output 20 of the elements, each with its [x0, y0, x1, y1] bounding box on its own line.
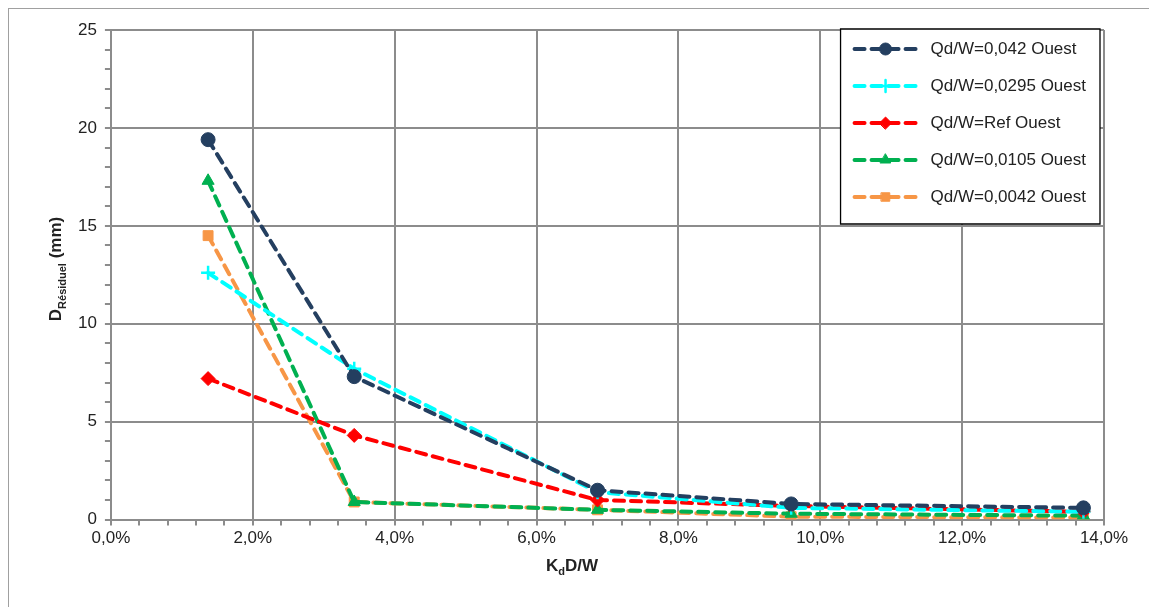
y-tick-label: 25 — [77, 19, 97, 39]
y-tick-label: 5 — [87, 411, 97, 431]
x-tick-label: 14,0% — [1079, 528, 1129, 548]
legend-label: Qd/W=0,0105 Ouest — [930, 149, 1087, 169]
x-tick-label: 8,0% — [659, 528, 698, 548]
x-tick-label: 6,0% — [517, 528, 556, 548]
x-tick-label: 2,0% — [233, 528, 273, 548]
y-tick-label: 20 — [77, 117, 97, 137]
y-tick-label: 0 — [87, 509, 97, 529]
x-tick-label: 12,0% — [938, 528, 987, 548]
legend-label: Qd/W=0,042 Ouest — [930, 38, 1077, 58]
y-tick-label: 15 — [77, 215, 97, 235]
legend-label: Qd/W=0,0295 Ouest — [930, 75, 1087, 95]
legend-label: Qd/W=Ref Ouest — [930, 112, 1061, 132]
x-tick-label: 0,0% — [91, 528, 131, 548]
legend-label: Qd/W=0,0042 Ouest — [930, 186, 1087, 206]
x-axis-title: K$_{d}$D/W — [544, 556, 600, 578]
y-tick-label: 10 — [77, 313, 97, 333]
x-tick-label: 10,0% — [796, 528, 845, 548]
x-tick-label: 4,0% — [375, 528, 415, 548]
